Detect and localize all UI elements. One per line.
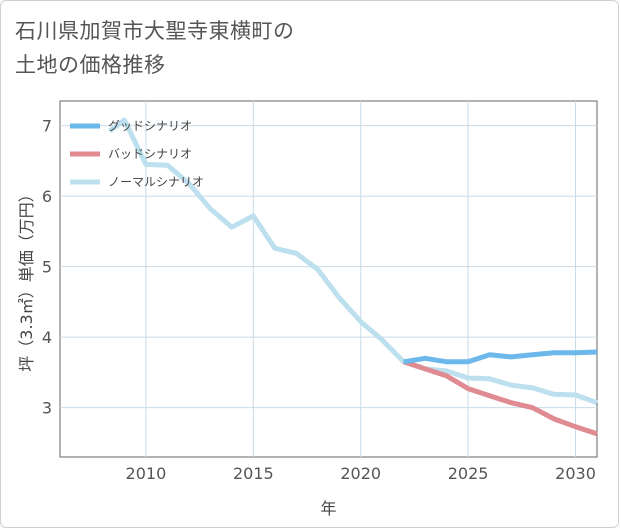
series-line-1 [402, 359, 598, 437]
chart-title: 石川県加賀市大聖寺東横町の 土地の価格推移 [15, 19, 295, 77]
legend-label: バッドシナリオ [108, 147, 192, 161]
y-tick-label: 5 [42, 258, 52, 277]
plot-area [59, 100, 598, 458]
series-line-2 [107, 117, 598, 406]
legend-label: ノーマルシナリオ [108, 175, 204, 189]
x-axis-label: 年 [320, 499, 336, 518]
y-tick-label: 3 [42, 399, 52, 418]
x-tick-label: 2010 [126, 464, 167, 483]
x-tick-label: 2020 [340, 464, 381, 483]
x-tick-label: 2015 [233, 464, 274, 483]
legend-label: グッドシナリオ [108, 119, 192, 133]
y-axis-label: 坪（3.3㎡）単価（万円） [17, 186, 36, 371]
y-tick-label: 7 [42, 117, 52, 136]
series-line-0 [403, 349, 598, 365]
y-tick-label: 6 [42, 187, 52, 206]
y-tick-label: 4 [42, 328, 52, 347]
x-tick-label: 2025 [448, 464, 489, 483]
x-tick-label: 2030 [555, 464, 596, 483]
